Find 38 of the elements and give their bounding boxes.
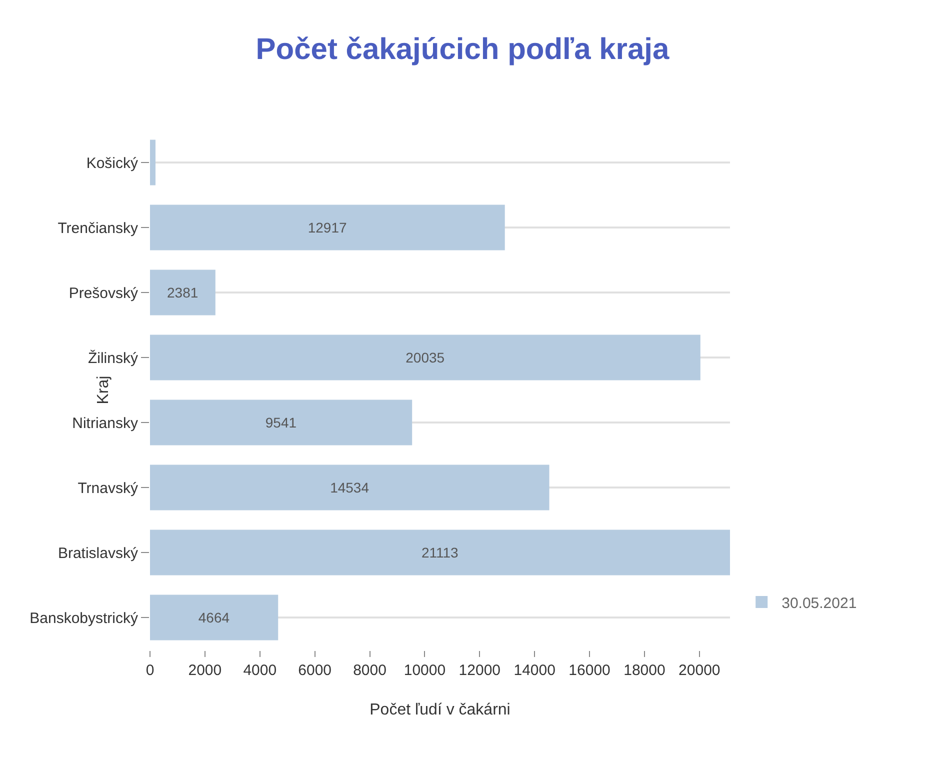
bar (150, 334, 700, 380)
x-tick-label: 20000 (678, 662, 720, 679)
x-axis-title: Počet ľudí v čakárni (370, 702, 510, 719)
y-tick-label: Banskobystrický (30, 610, 138, 627)
x-tick-label: 14000 (514, 662, 556, 679)
bar (150, 204, 505, 250)
data-label: 21113 (421, 544, 459, 560)
x-tick-label: 10000 (404, 662, 446, 679)
x-tick-label: 0 (146, 662, 154, 679)
x-tick-label: 18000 (624, 662, 666, 679)
x-tick-label: 16000 (568, 662, 610, 679)
legend-label: 30.05.2021 (782, 594, 857, 612)
y-tick-label: Prešovský (68, 284, 138, 302)
y-tick-label: Nitriansky (72, 414, 138, 432)
y-tick-label: Trenčiansky (58, 220, 138, 237)
chart-title: Počet čakajúcich podľa kraja (256, 33, 670, 66)
x-tick-label: 4000 (243, 662, 277, 679)
data-label: 9541 (265, 414, 297, 430)
y-tick-label: Košický (86, 154, 138, 172)
x-tick-label: 2000 (188, 662, 222, 679)
bar (150, 140, 156, 186)
x-tick-label: 6000 (298, 662, 332, 679)
y-axis-title: Kraj (95, 376, 112, 404)
bar (150, 400, 412, 446)
data-label: 20035 (406, 350, 445, 366)
y-tick-label: Žilinský (88, 348, 138, 367)
y-tick-label: Bratislavský (58, 544, 138, 562)
x-tick-label: 12000 (458, 662, 501, 679)
bar (150, 594, 278, 640)
bar (150, 464, 550, 510)
data-label: 14534 (330, 480, 370, 496)
bar (150, 530, 730, 576)
data-label: 2381 (167, 284, 198, 300)
data-label: 12917 (308, 220, 347, 236)
y-tick-label: Trnavský (78, 480, 138, 497)
bar (150, 270, 216, 316)
data-label: 4664 (198, 610, 230, 626)
x-tick-label: 8000 (353, 662, 386, 679)
